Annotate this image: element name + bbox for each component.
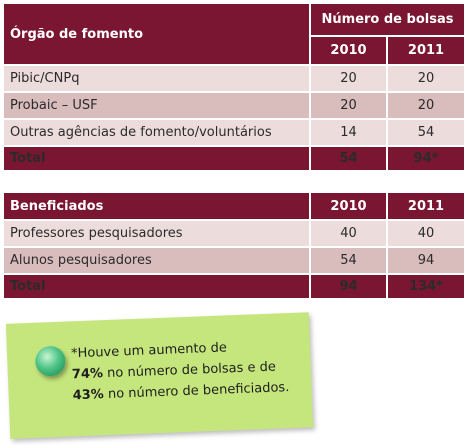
row-value-2011: 40: [387, 220, 464, 248]
header-beneficiados: Beneficiados: [4, 193, 311, 221]
note-percent-beneficiados: 43%: [72, 387, 105, 404]
header-orgao: Órgão de fomento: [4, 4, 311, 66]
table-row: Outras agências de fomento/voluntários 1…: [4, 119, 464, 147]
row-label: Alunos pesquisadores: [4, 247, 311, 275]
note-line-1: *Houve um aumento de: [70, 340, 228, 362]
total-label: Total: [4, 146, 311, 172]
row-value-2010: 40: [310, 220, 388, 248]
row-label: Probaic – USF: [4, 92, 311, 120]
total-row: Total 94 134*: [4, 274, 464, 300]
total-label: Total: [4, 274, 311, 300]
note-percent-bolsas: 74%: [71, 366, 104, 383]
total-value-2010: 54: [310, 146, 388, 172]
table-row: Professores pesquisadores 40 40: [4, 220, 464, 248]
row-value-2010: 20: [310, 92, 388, 120]
header-numero-bolsas: Número de bolsas: [310, 4, 464, 37]
total-row: Total 54 94*: [4, 146, 464, 172]
row-value-2010: 20: [310, 65, 388, 93]
row-value-2010: 54: [310, 247, 388, 275]
total-value-2011: 94*: [387, 146, 464, 172]
total-value-2010: 94: [310, 274, 388, 300]
table-row: Probaic – USF 20 20: [4, 92, 464, 120]
row-label: Professores pesquisadores: [4, 220, 311, 248]
table-row: Alunos pesquisadores 54 94: [4, 247, 464, 275]
row-value-2011: 20: [387, 65, 464, 93]
sticky-note: *Houve um aumento de 74% no número de bo…: [5, 312, 314, 439]
row-value-2011: 54: [387, 119, 464, 147]
total-value-2011: 134*: [387, 274, 464, 300]
header-2011: 2011: [387, 193, 464, 221]
row-value-2011: 94: [387, 247, 464, 275]
note-line-3: no número de beneficiados.: [103, 380, 290, 403]
note-text: *Houve um aumento de 74% no número de bo…: [71, 335, 303, 407]
row-label: Outras agências de fomento/voluntários: [4, 119, 311, 147]
header-2010: 2010: [310, 193, 388, 221]
row-label: Pibic/CNPq: [4, 65, 311, 93]
header-2011: 2011: [387, 36, 464, 66]
pushpin-icon: [34, 345, 66, 377]
header-2010: 2010: [310, 36, 388, 66]
bolsas-table: Órgão de fomento Número de bolsas 2010 2…: [4, 4, 464, 172]
table-row: Pibic/CNPq 20 20: [4, 65, 464, 93]
note-line-2: no número de bolsas e de: [102, 359, 277, 382]
row-value-2011: 20: [387, 92, 464, 120]
beneficiados-table: Beneficiados 2010 2011 Professores pesqu…: [4, 193, 464, 300]
row-value-2010: 14: [310, 119, 388, 147]
